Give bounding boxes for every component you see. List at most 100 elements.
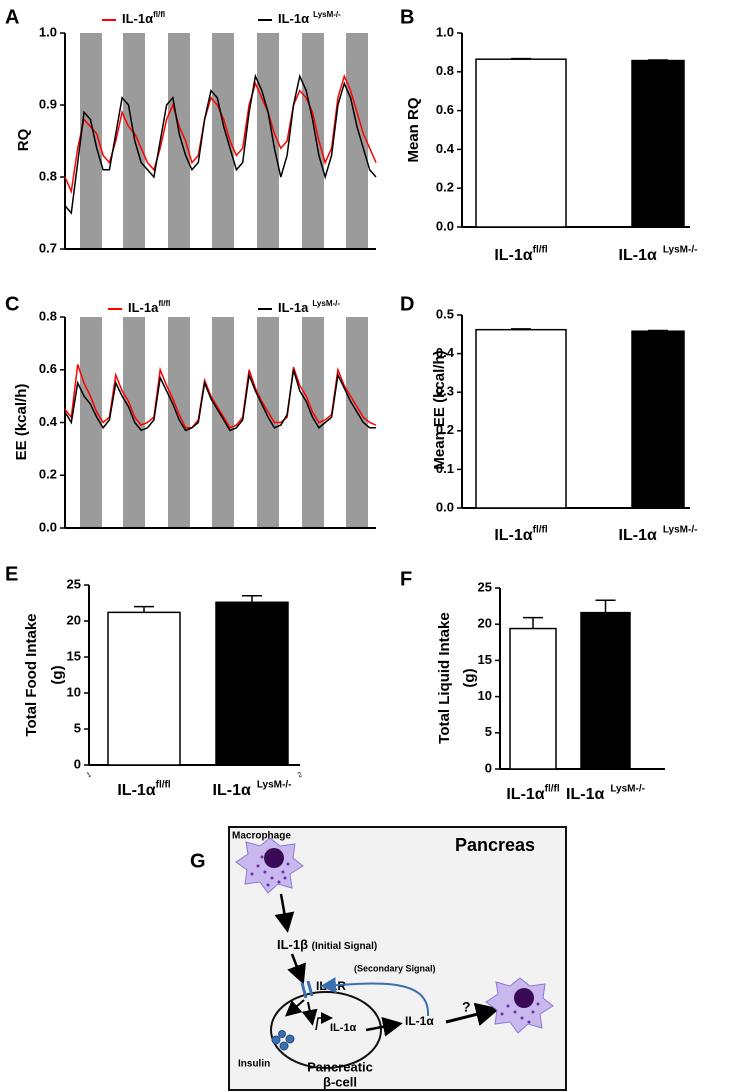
y-tick-label: 15 xyxy=(67,648,81,663)
y-tick-label: 25 xyxy=(67,576,81,591)
y-tick-label: 0.0 xyxy=(39,519,57,534)
macrophage-icon xyxy=(235,837,304,894)
y-tick-label: 0.2 xyxy=(39,467,57,482)
legend-label-base: IL-1a xyxy=(128,300,159,315)
dark-period xyxy=(123,33,145,249)
x-tick-label-base: IL-1α xyxy=(506,786,544,803)
x-tick-label: IL-1α LysM-/- xyxy=(619,524,698,544)
cytokine-label: IL-1α xyxy=(405,1014,434,1028)
y-axis-label: RQ xyxy=(15,128,32,151)
dark-period xyxy=(168,33,190,249)
y-axis-label: Total Liquid Intake xyxy=(436,612,453,743)
panel-letter: C xyxy=(5,293,19,315)
bar xyxy=(475,58,567,228)
panel-letter: D xyxy=(400,293,414,315)
insulin-granules xyxy=(271,1030,295,1051)
y-tick-label: 0 xyxy=(485,760,492,775)
y-tick-label: 0.0 xyxy=(436,499,454,514)
legend-label-superscript: fl/fl xyxy=(158,299,170,308)
x-tick-label-base: IL-1α xyxy=(619,247,657,264)
y-axis-label: Mean RQ xyxy=(405,97,422,162)
panel-letter: B xyxy=(400,6,414,28)
y-axis-label: Total Food Intake xyxy=(23,613,40,736)
bar xyxy=(475,328,567,509)
question-mark: ? xyxy=(462,999,471,1015)
y-tick-label: 0.6 xyxy=(436,102,454,117)
dark-period xyxy=(302,33,324,249)
y-tick-label: 0.8 xyxy=(39,168,57,183)
arrow xyxy=(284,999,305,1017)
y-tick-label: 0.4 xyxy=(39,414,58,429)
legend-label: IL-1αfl/fl xyxy=(122,10,165,27)
y-tick-label: 0.0 xyxy=(436,218,454,233)
x-tick-label-superscript: LysM-/- xyxy=(610,783,645,794)
line-series xyxy=(64,364,377,429)
diagram-title: Pancreas xyxy=(455,835,535,855)
x-tick-label: IL-1α LysM-/- xyxy=(566,783,645,803)
dark-period xyxy=(346,317,368,528)
x-tick-label-superscript: fl/fl xyxy=(533,244,548,255)
y-tick-label: 0.1 xyxy=(436,461,454,476)
x-tick-label-base: IL-1α xyxy=(494,527,532,544)
y-tick-label: 0 xyxy=(74,756,81,771)
signal-label: IL-1β (Initial Signal) xyxy=(277,937,377,952)
dark-period xyxy=(168,317,190,528)
panel-letter: A xyxy=(5,6,19,28)
line-series xyxy=(64,73,377,215)
x-tick-label-superscript: fl/fl xyxy=(156,779,171,790)
legend-label-superscript: LysM-/- xyxy=(313,10,341,19)
y-tick-label: 0.6 xyxy=(39,361,57,376)
bar xyxy=(107,611,181,766)
x-tick-label-base: IL-1α xyxy=(117,782,155,799)
x-tick-label-base: IL-1α xyxy=(213,782,251,799)
diagram: G Pancreas Macrophage IL-1β (Initial Sig… xyxy=(190,826,567,1091)
y-axis-label: (g) xyxy=(461,668,478,687)
y-tick-label: 5 xyxy=(485,724,492,739)
legend-label: IL-1afl/fl xyxy=(128,299,170,316)
bar xyxy=(509,627,557,770)
dark-period xyxy=(346,33,368,249)
receptor-icon xyxy=(300,980,314,999)
x-tick-label: IL-1αfl/fl xyxy=(494,524,547,544)
x-tick-label: 2 xyxy=(297,771,304,779)
y-axis-label: EE (kcal/h) xyxy=(13,384,30,461)
y-tick-label: 0.9 xyxy=(39,96,57,111)
y-tick-label: 20 xyxy=(478,616,492,631)
legend-label: IL-1α LysM-/- xyxy=(278,10,341,27)
x-tick-label-base: IL-1α xyxy=(566,786,604,803)
line-series xyxy=(64,369,376,432)
x-tick-label-superscript: fl/fl xyxy=(533,524,548,535)
y-tick-label: 0.8 xyxy=(436,63,454,78)
x-tick-label: IL-1αfl/fl xyxy=(117,779,170,799)
x-tick-label-base: IL-1α xyxy=(619,527,657,544)
feedback-arrow xyxy=(320,977,430,1017)
dark-period xyxy=(257,317,279,528)
cell-label: Pancreatic xyxy=(307,1059,373,1074)
arrow xyxy=(445,1002,500,1027)
y-tick-label: 0.4 xyxy=(436,345,455,360)
bar xyxy=(580,611,631,770)
y-tick-label: 0.7 xyxy=(39,240,57,255)
x-tick-label-superscript: fl/fl xyxy=(545,783,560,794)
x-tick-label: 1 xyxy=(86,771,93,779)
macrophage-label: Macrophage xyxy=(232,831,291,842)
x-tick-label-base: IL-1α xyxy=(494,247,532,264)
panel-letter: G xyxy=(190,850,206,872)
legend-label-base: IL-1a xyxy=(278,300,309,315)
y-tick-label: 10 xyxy=(478,688,492,703)
arrow xyxy=(301,1001,318,1026)
legend-label-superscript: LysM-/- xyxy=(312,299,340,308)
dark-period xyxy=(302,317,324,528)
y-tick-label: 1.0 xyxy=(436,24,454,39)
y-tick-label: 1.0 xyxy=(39,24,57,39)
y-tick-label: 5 xyxy=(74,720,81,735)
panel-letter: E xyxy=(5,563,18,585)
y-tick-label: 0.4 xyxy=(436,141,455,156)
y-tick-label: 0.8 xyxy=(39,308,57,323)
legend-label: IL-1a LysM-/- xyxy=(278,299,340,316)
dark-period xyxy=(212,317,234,528)
bar xyxy=(631,330,685,509)
bar xyxy=(215,601,289,766)
x-tick-label: IL-1αfl/fl xyxy=(494,244,547,264)
